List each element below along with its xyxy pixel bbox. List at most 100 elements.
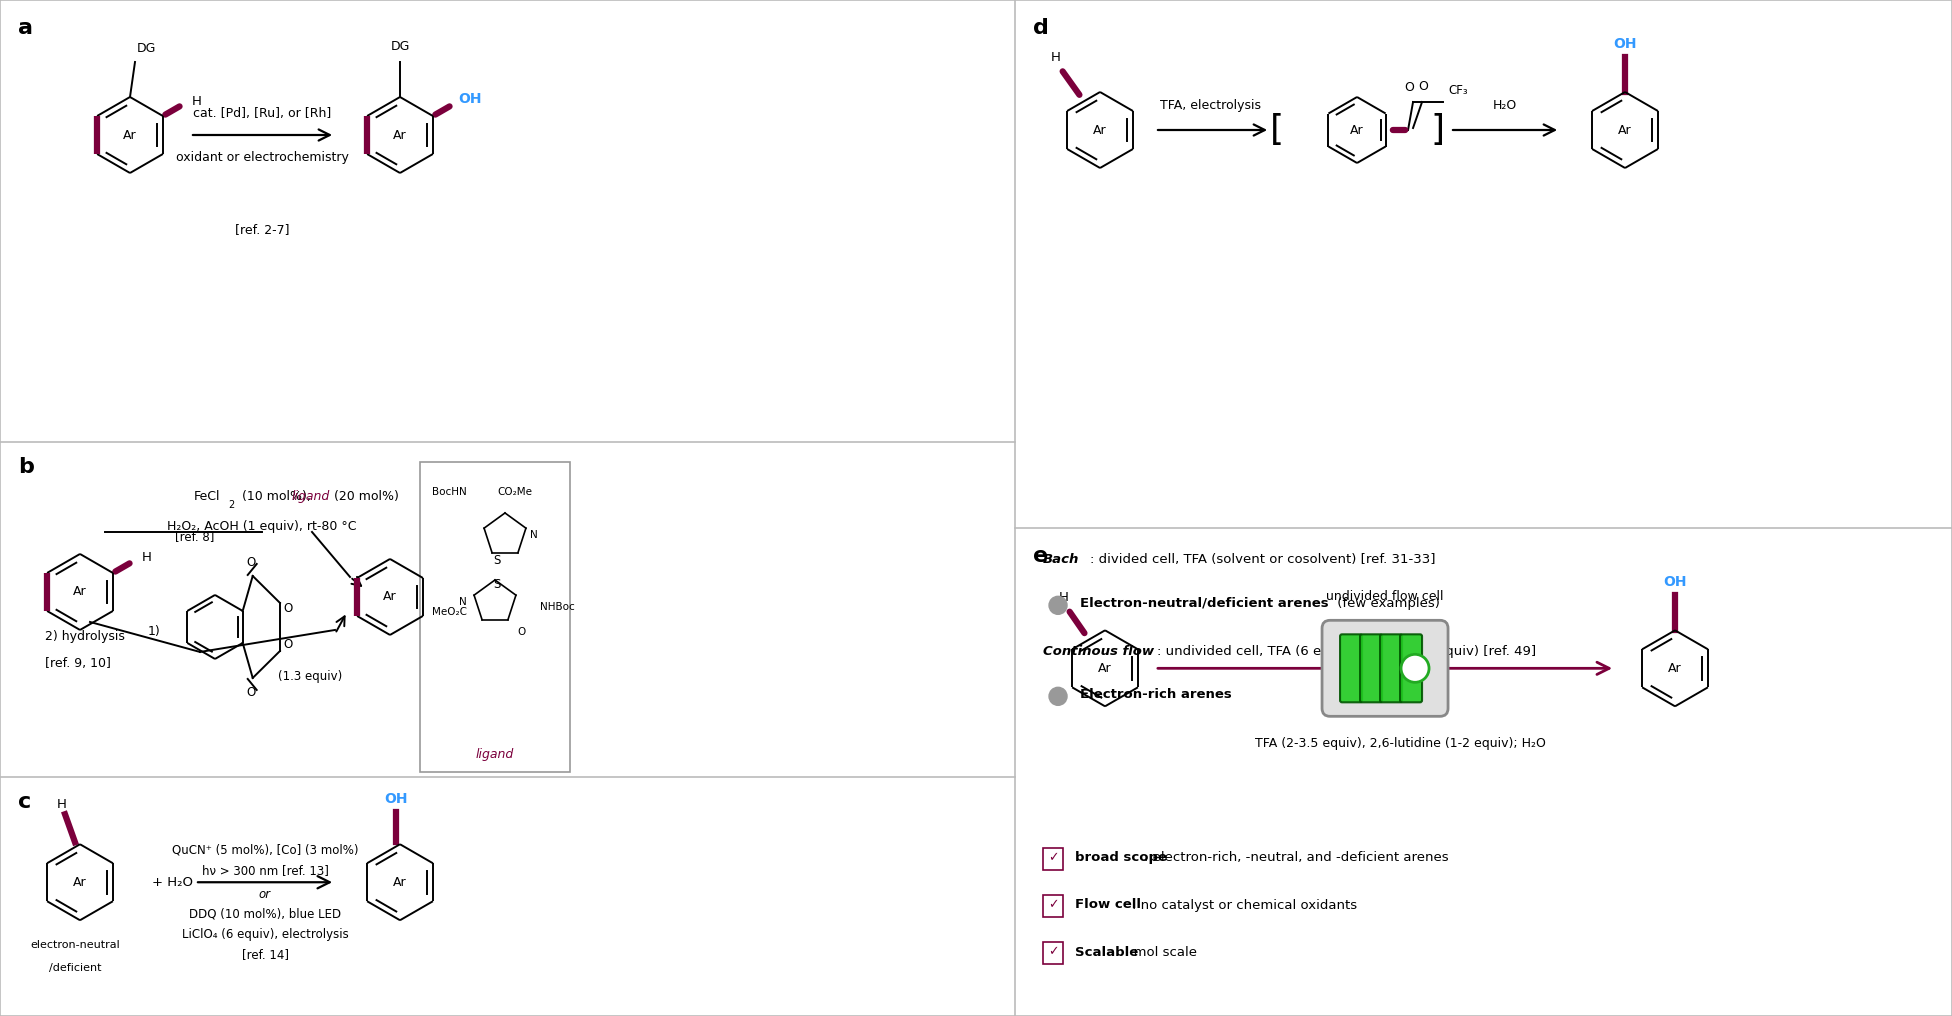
Text: + H₂O: + H₂O <box>152 876 193 889</box>
Text: Ar: Ar <box>383 590 396 604</box>
Text: Flow cell: Flow cell <box>1076 898 1142 911</box>
Text: ligand: ligand <box>476 748 513 761</box>
Text: 2) hydrolysis: 2) hydrolysis <box>45 631 125 643</box>
Bar <box>420 462 570 772</box>
Text: O: O <box>1403 80 1413 93</box>
Text: OH: OH <box>1612 37 1638 51</box>
Text: ]: ] <box>1431 113 1444 147</box>
Text: ligand: ligand <box>293 491 330 504</box>
Bar <box>1042 895 1064 917</box>
Text: TFA (2-3.5 equiv), 2,6-lutidine (1-2 equiv); H₂O: TFA (2-3.5 equiv), 2,6-lutidine (1-2 equ… <box>1255 737 1546 750</box>
Text: b: b <box>18 457 33 477</box>
FancyBboxPatch shape <box>1380 634 1402 702</box>
Text: Ar: Ar <box>1351 124 1364 136</box>
Text: O: O <box>1417 79 1429 92</box>
Text: [ref. 14]: [ref. 14] <box>242 948 289 961</box>
Text: oxidant or electrochemistry: oxidant or electrochemistry <box>176 150 349 164</box>
Text: electron-neutral: electron-neutral <box>29 940 119 950</box>
Text: [: [ <box>1271 113 1284 147</box>
Text: or: or <box>260 888 271 901</box>
Text: H: H <box>191 94 201 108</box>
Text: 2: 2 <box>228 500 234 510</box>
Text: ✓: ✓ <box>1048 946 1058 958</box>
Text: hν > 300 nm [ref. 13]: hν > 300 nm [ref. 13] <box>201 864 328 877</box>
Text: QuCN⁺ (5 mol%), [Co] (3 mol%): QuCN⁺ (5 mol%), [Co] (3 mol%) <box>172 843 359 856</box>
Text: O: O <box>283 638 293 651</box>
Text: Ar: Ar <box>392 876 406 889</box>
Text: MeO₂C: MeO₂C <box>431 607 467 617</box>
Text: [ref. 9, 10]: [ref. 9, 10] <box>45 657 111 671</box>
Text: TFA, electrolysis: TFA, electrolysis <box>1159 99 1261 112</box>
Text: cat. [Pd], [Ru], or [Rh]: cat. [Pd], [Ru], or [Rh] <box>193 107 332 120</box>
Text: [ref. 8]: [ref. 8] <box>176 530 215 544</box>
Text: H: H <box>1050 51 1062 64</box>
Text: ✓: ✓ <box>1048 851 1058 865</box>
Text: DG: DG <box>137 43 156 56</box>
Text: Ar: Ar <box>392 128 406 141</box>
Text: e: e <box>1033 547 1048 566</box>
Text: OH: OH <box>459 92 482 106</box>
Text: d: d <box>1033 18 1048 38</box>
Text: (10 mol%),: (10 mol%), <box>238 491 314 504</box>
Text: Electron-neutral/deficient arenes: Electron-neutral/deficient arenes <box>1079 596 1329 610</box>
Text: : electron-rich, -neutral, and -deficient arenes: : electron-rich, -neutral, and -deficien… <box>1144 851 1448 865</box>
Text: a: a <box>18 18 33 38</box>
Text: Ar: Ar <box>123 128 137 141</box>
Text: Ar: Ar <box>72 876 86 889</box>
Text: undivided flow cell: undivided flow cell <box>1325 590 1444 602</box>
Text: i: i <box>1362 645 1366 658</box>
Text: : divided cell, TFA (solvent or cosolvent) [ref. 31-33]: : divided cell, TFA (solvent or cosolven… <box>1089 554 1435 566</box>
Text: O: O <box>517 627 525 637</box>
Text: O: O <box>246 687 256 699</box>
Circle shape <box>1048 596 1068 615</box>
Text: : undivided cell, TFA (6 equiv),: : undivided cell, TFA (6 equiv), <box>1158 645 1362 658</box>
Text: BocHN: BocHN <box>431 487 467 497</box>
Circle shape <box>1048 687 1068 705</box>
Text: DDQ (10 mol%), blue LED: DDQ (10 mol%), blue LED <box>189 907 342 920</box>
Text: Pr₂NEt (3 equiv) [ref. 49]: Pr₂NEt (3 equiv) [ref. 49] <box>1372 645 1536 658</box>
Text: O: O <box>246 557 256 569</box>
Text: Scalable: Scalable <box>1076 946 1138 958</box>
Text: CF₃: CF₃ <box>1448 83 1468 97</box>
Text: OH: OH <box>1663 575 1687 589</box>
Text: Ar: Ar <box>1093 124 1107 136</box>
Text: : no catalyst or chemical oxidants: : no catalyst or chemical oxidants <box>1132 898 1357 911</box>
Text: Continous flow: Continous flow <box>1042 645 1154 658</box>
Text: c: c <box>18 792 31 812</box>
Text: (20 mol%): (20 mol%) <box>330 491 398 504</box>
Text: H: H <box>1060 591 1070 604</box>
Bar <box>1042 848 1064 870</box>
Bar <box>1042 942 1064 964</box>
Text: Electron-rich arenes: Electron-rich arenes <box>1079 688 1232 701</box>
Text: broad scope: broad scope <box>1076 851 1167 865</box>
Text: FeCl: FeCl <box>193 491 221 504</box>
Text: OH: OH <box>385 792 408 807</box>
Text: Ar: Ar <box>1099 661 1113 675</box>
Text: LiClO₄ (6 equiv), electrolysis: LiClO₄ (6 equiv), electrolysis <box>182 928 347 941</box>
Text: Ar: Ar <box>1669 661 1683 675</box>
Text: /deficient: /deficient <box>49 963 102 973</box>
Text: N: N <box>459 597 467 607</box>
Text: H: H <box>142 552 152 565</box>
FancyBboxPatch shape <box>1322 621 1448 716</box>
Text: H: H <box>57 798 66 811</box>
Text: CO₂Me: CO₂Me <box>498 487 533 497</box>
Text: N: N <box>531 530 537 539</box>
Text: H₂O₂, AcOH (1 equiv), rt-80 °C: H₂O₂, AcOH (1 equiv), rt-80 °C <box>168 520 357 533</box>
Text: (few examples): (few examples) <box>1333 596 1441 610</box>
Text: S: S <box>494 555 500 568</box>
FancyBboxPatch shape <box>1400 634 1423 702</box>
Text: NHBoc: NHBoc <box>541 601 574 612</box>
Text: OH: OH <box>445 554 468 568</box>
Text: Ar: Ar <box>1618 124 1632 136</box>
Text: Bach: Bach <box>1042 554 1079 566</box>
Text: O: O <box>283 602 293 616</box>
Text: Ar: Ar <box>72 585 86 598</box>
Text: 1): 1) <box>146 626 160 638</box>
Text: [ref. 2-7]: [ref. 2-7] <box>236 224 289 237</box>
Text: (1.3 equiv): (1.3 equiv) <box>277 671 342 684</box>
FancyBboxPatch shape <box>1339 634 1362 702</box>
Text: ✓: ✓ <box>1048 898 1058 911</box>
Text: : mol scale: : mol scale <box>1126 946 1197 958</box>
Text: DG: DG <box>390 41 410 54</box>
